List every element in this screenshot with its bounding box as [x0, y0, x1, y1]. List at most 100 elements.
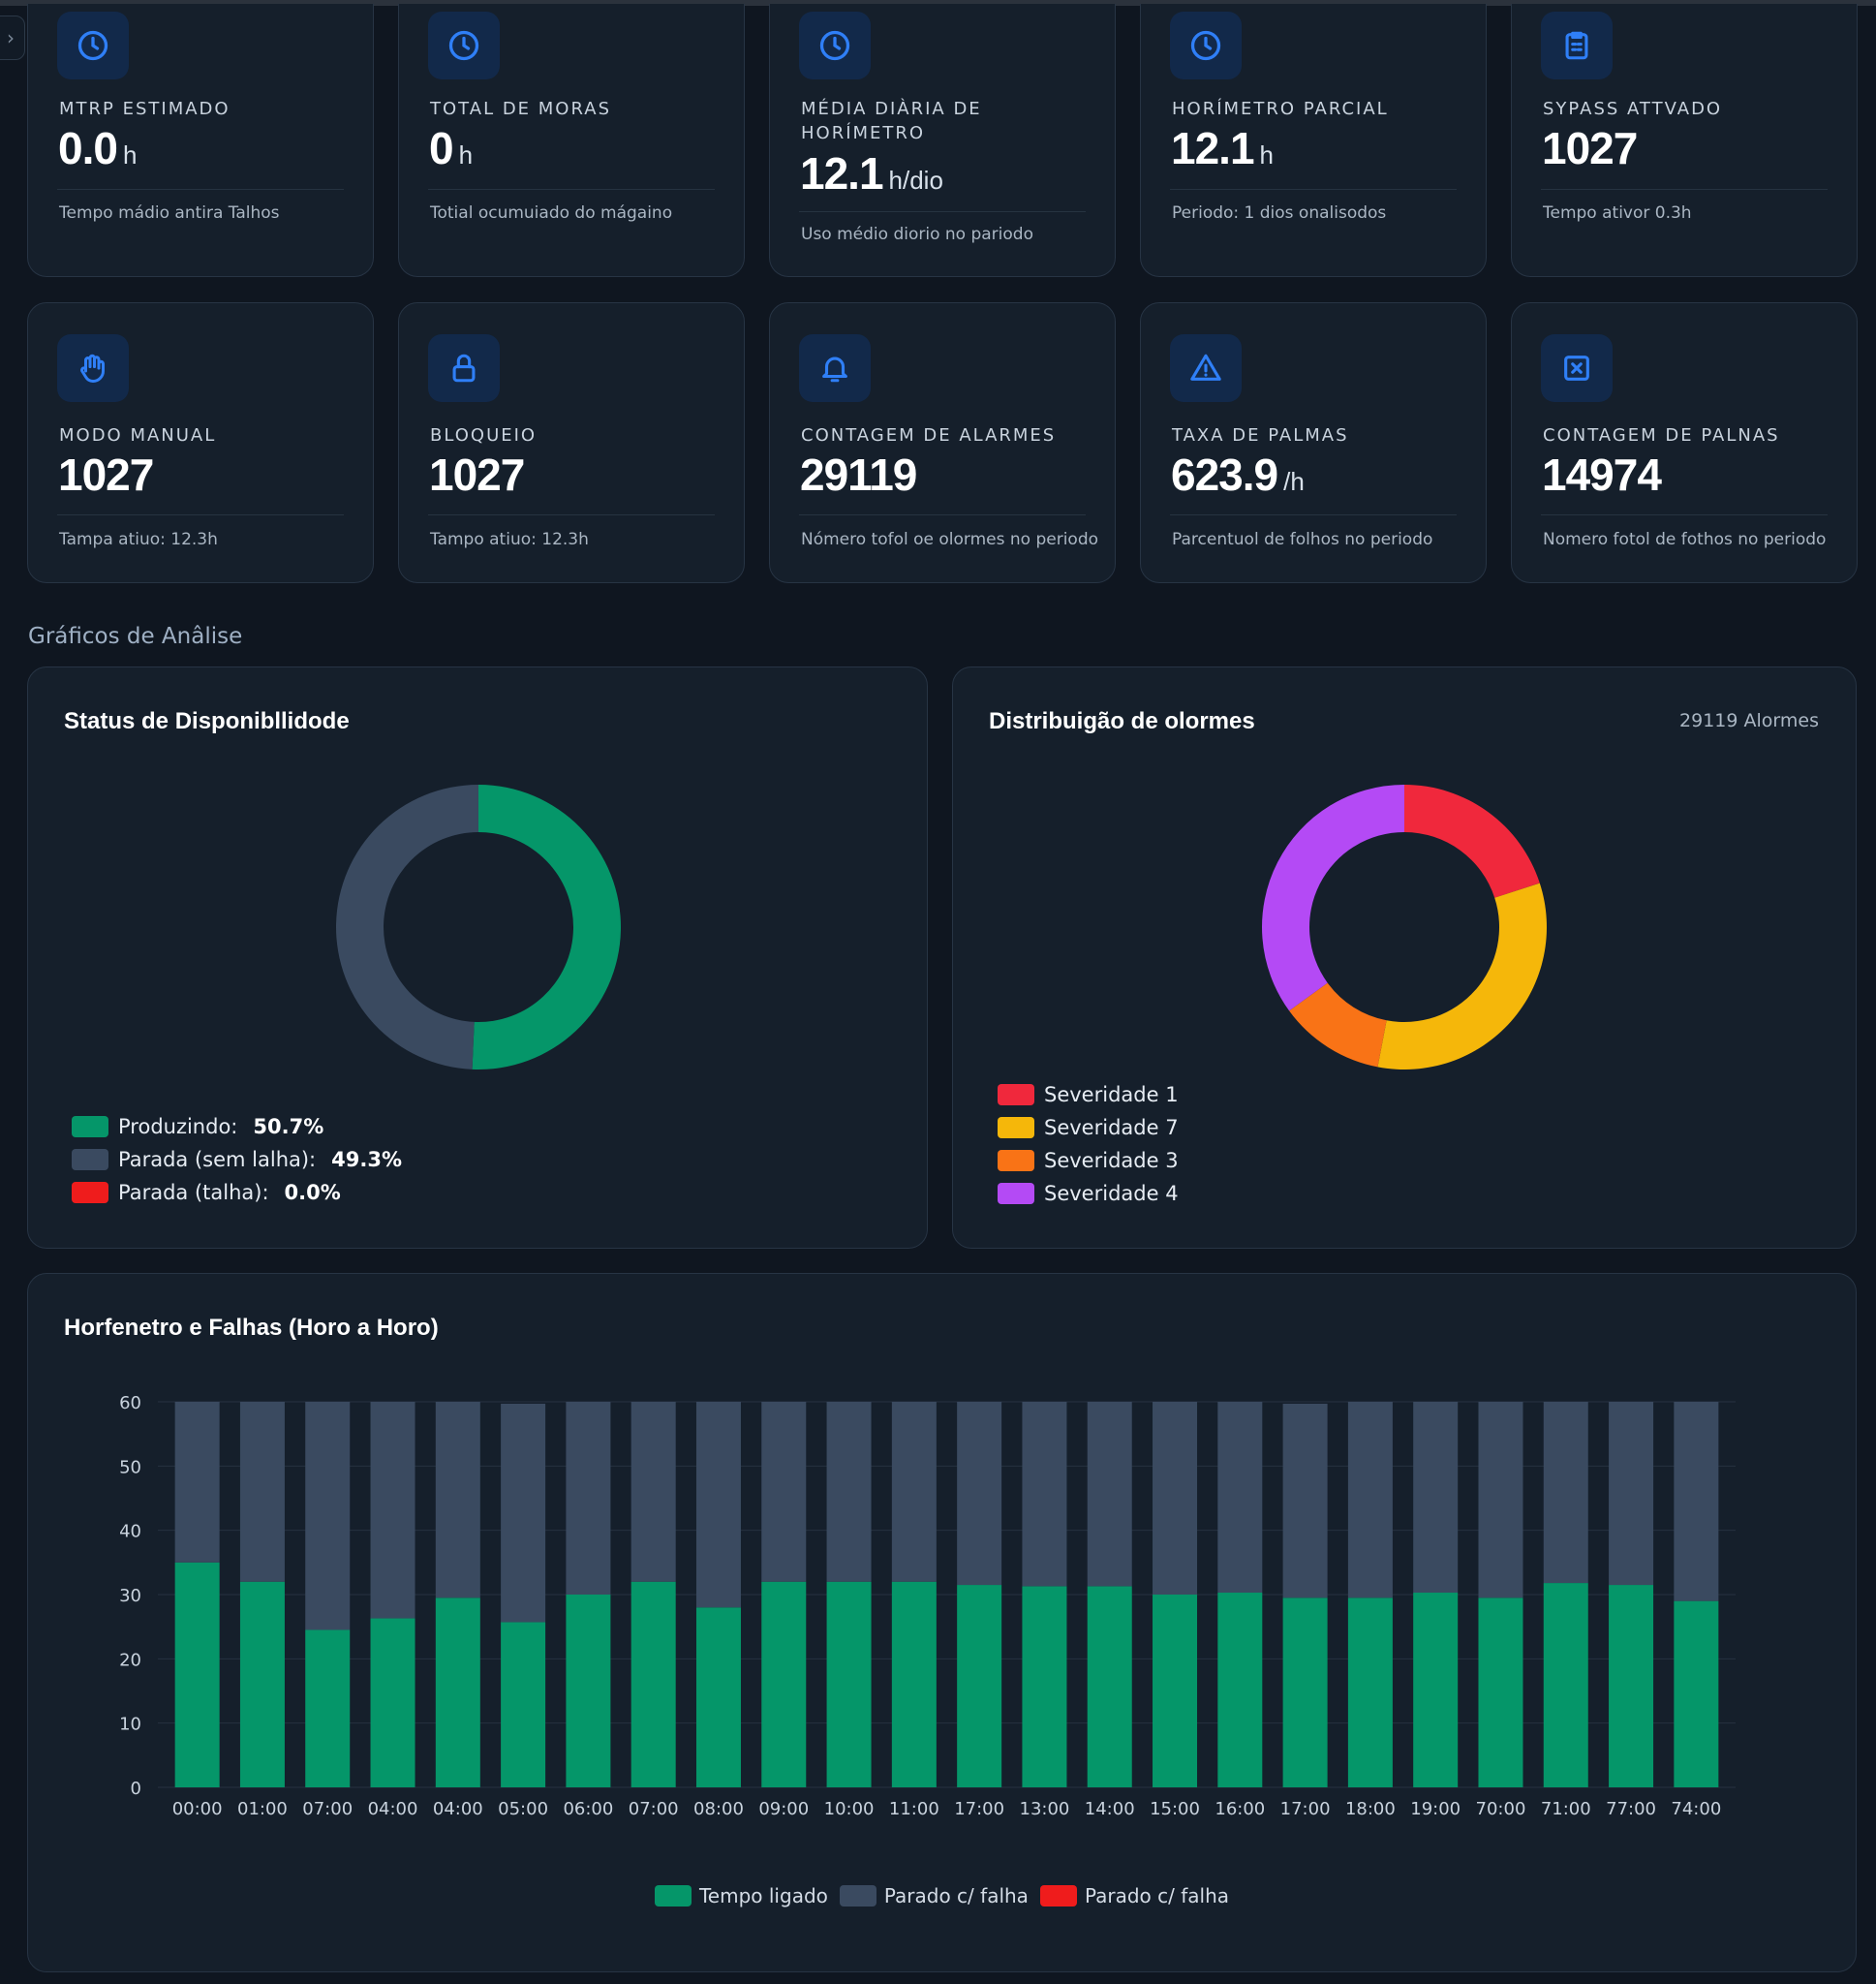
bar-segment-tempo-ligado[interactable]: [305, 1629, 351, 1787]
y-tick-label: 30: [119, 1586, 141, 1606]
bar-segment-tempo-ligado[interactable]: [1543, 1583, 1588, 1787]
legend-swatch: [72, 1116, 108, 1137]
bar-segment-parado-sem-falha[interactable]: [1022, 1402, 1067, 1587]
bar-segment-parado-sem-falha[interactable]: [630, 1402, 676, 1582]
x-tick-label: 04:00: [433, 1799, 483, 1819]
bar-segment-tempo-ligado[interactable]: [435, 1597, 480, 1787]
bar-segment-parado-sem-falha[interactable]: [174, 1402, 220, 1563]
legend-item: Severidade 1: [998, 1078, 1179, 1111]
kpi-card-horimetro-parcial: HORÍMETRO PARCIAL 12.1 h Periodo: 1 dios …: [1140, 4, 1487, 277]
bar-segment-parado-sem-falha[interactable]: [1282, 1403, 1328, 1598]
bar-segment-parado-sem-falha[interactable]: [1478, 1402, 1523, 1598]
bar-segment-tempo-ligado[interactable]: [501, 1622, 546, 1787]
bar-segment-tempo-ligado[interactable]: [1413, 1593, 1459, 1787]
x-tick-label: 14:00: [1085, 1799, 1135, 1819]
bar-segment-parado-sem-falha[interactable]: [1087, 1402, 1132, 1587]
bar-segment-tempo-ligado[interactable]: [630, 1581, 676, 1787]
bar-segment-tempo-ligado[interactable]: [761, 1581, 807, 1787]
bar-segment-parado-sem-falha[interactable]: [957, 1402, 1002, 1586]
bar-segment-parado-sem-falha[interactable]: [1347, 1402, 1393, 1598]
legend-item: Parada (sem lalha): 49.3%: [72, 1143, 402, 1176]
bar-segment-tempo-ligado[interactable]: [957, 1585, 1002, 1787]
bar-segment-parado-sem-falha[interactable]: [566, 1402, 611, 1595]
donut-slice-severidade-1[interactable]: [1404, 785, 1540, 898]
clock-icon: [57, 12, 129, 79]
kpi-value: 1027: [1542, 123, 1638, 173]
panel-title: Status de Disponibllidode: [64, 708, 350, 734]
bar-segment-tempo-ligado[interactable]: [239, 1581, 285, 1787]
bar-segment-parado-sem-falha[interactable]: [435, 1402, 480, 1598]
alarm-donut-chart: [1262, 785, 1547, 1070]
x-tick-label: 15:00: [1150, 1799, 1200, 1819]
legend-item: Parada (talha): 0.0%: [72, 1176, 402, 1209]
legend-label: Severidade 1: [1044, 1083, 1179, 1106]
bar-segment-parado-sem-falha[interactable]: [239, 1402, 285, 1582]
bar-segment-tempo-ligado[interactable]: [1609, 1585, 1654, 1787]
bar-segment-tempo-ligado[interactable]: [370, 1618, 415, 1787]
legend-item[interactable]: Parado c/ falha: [839, 1884, 1029, 1907]
bar-segment-tempo-ligado[interactable]: [174, 1562, 220, 1787]
bar-segment-parado-sem-falha[interactable]: [1413, 1402, 1459, 1594]
bar-segment-tempo-ligado[interactable]: [1153, 1595, 1198, 1787]
bar-segment-tempo-ligado[interactable]: [1347, 1597, 1393, 1787]
bar-segment-tempo-ligado[interactable]: [1674, 1600, 1719, 1787]
legend-item: Severidade 7: [998, 1111, 1179, 1144]
lock-icon: [428, 334, 500, 402]
donut-slice-parada-sem-lalha-[interactable]: [335, 785, 478, 1070]
bar-segment-tempo-ligado[interactable]: [1217, 1593, 1263, 1787]
x-tick-label: 08:00: [693, 1799, 744, 1819]
bar-segment-parado-sem-falha[interactable]: [1609, 1402, 1654, 1586]
bar-segment-parado-sem-falha[interactable]: [1217, 1402, 1263, 1594]
bar-segment-tempo-ligado[interactable]: [1478, 1597, 1523, 1787]
legend-swatch: [72, 1182, 108, 1203]
divider: [799, 211, 1086, 212]
kpi-subtext: Tampo atiuo: 12.3h: [430, 530, 589, 549]
bar-segment-parado-sem-falha[interactable]: [695, 1402, 741, 1608]
donut-slice-produzindo[interactable]: [472, 785, 622, 1070]
bar-segment-tempo-ligado[interactable]: [566, 1595, 611, 1787]
kpi-subtext: Uso médio diorio no pariodo: [801, 225, 1033, 244]
alarm-count: 29119 Alormes: [1679, 710, 1819, 731]
x-square-icon: [1541, 334, 1613, 402]
legend-item[interactable]: Parado c/ falha: [1039, 1884, 1229, 1907]
kpi-label: TOTAL DE MORAS: [430, 99, 611, 119]
kpi-label: HORÍMETRO PARCIAL: [1172, 99, 1389, 119]
legend-item: Severidade 4: [998, 1177, 1179, 1210]
donut-slice-severidade-3[interactable]: [1289, 982, 1387, 1068]
kpi-subtext: Nómero tofol oe olormes no periodo: [801, 530, 1099, 549]
divider: [428, 514, 715, 515]
bar-segment-tempo-ligado[interactable]: [1022, 1586, 1067, 1787]
legend-swatch: [1039, 1885, 1077, 1906]
bar-segment-parado-sem-falha[interactable]: [501, 1403, 546, 1623]
bar-segment-tempo-ligado[interactable]: [891, 1581, 937, 1787]
bar-segment-tempo-ligado[interactable]: [695, 1607, 741, 1787]
x-tick-label: 13:00: [1020, 1799, 1070, 1819]
sidebar-toggle-button[interactable]: ›: [0, 16, 25, 60]
availability-panel: Status de Disponibllidode Produzindo: 50…: [27, 666, 928, 1249]
divider: [57, 189, 344, 190]
legend-value: 50.7%: [253, 1115, 324, 1138]
donut-slice-severidade-7[interactable]: [1377, 883, 1547, 1070]
bar-segment-parado-sem-falha[interactable]: [305, 1402, 351, 1630]
bar-segment-parado-sem-falha[interactable]: [370, 1402, 415, 1619]
chevron-right-icon: ›: [7, 26, 15, 49]
legend-label: Parado c/ falha: [883, 1884, 1029, 1907]
panel-title: Horfenetro e Falhas (Horo a Horo): [64, 1315, 439, 1341]
bar-segment-parado-sem-falha[interactable]: [1153, 1402, 1198, 1595]
bar-segment-parado-sem-falha[interactable]: [826, 1402, 872, 1582]
y-tick-label: 40: [119, 1522, 141, 1542]
bar-segment-tempo-ligado[interactable]: [1282, 1597, 1328, 1787]
hourly-legend: Tempo ligado Parado c/ falha Parado c/ f…: [28, 1884, 1856, 1907]
bar-segment-tempo-ligado[interactable]: [1087, 1586, 1132, 1787]
donut-slice-severidade-4[interactable]: [1262, 785, 1404, 1011]
kpi-subtext: Parcentuol de folhos no periodo: [1172, 530, 1433, 549]
bar-segment-parado-sem-falha[interactable]: [1543, 1402, 1588, 1584]
availability-donut-chart: [335, 785, 622, 1070]
kpi-card-contagem-falhas: CONTAGEM DE PALNAS 14974 Nomero fotol de…: [1511, 302, 1858, 583]
bar-segment-tempo-ligado[interactable]: [826, 1581, 872, 1787]
bar-segment-parado-sem-falha[interactable]: [1674, 1402, 1719, 1601]
legend-item[interactable]: Tempo ligado: [654, 1884, 828, 1907]
bar-segment-parado-sem-falha[interactable]: [891, 1402, 937, 1582]
x-tick-label: 70:00: [1476, 1799, 1526, 1819]
bar-segment-parado-sem-falha[interactable]: [761, 1402, 807, 1582]
